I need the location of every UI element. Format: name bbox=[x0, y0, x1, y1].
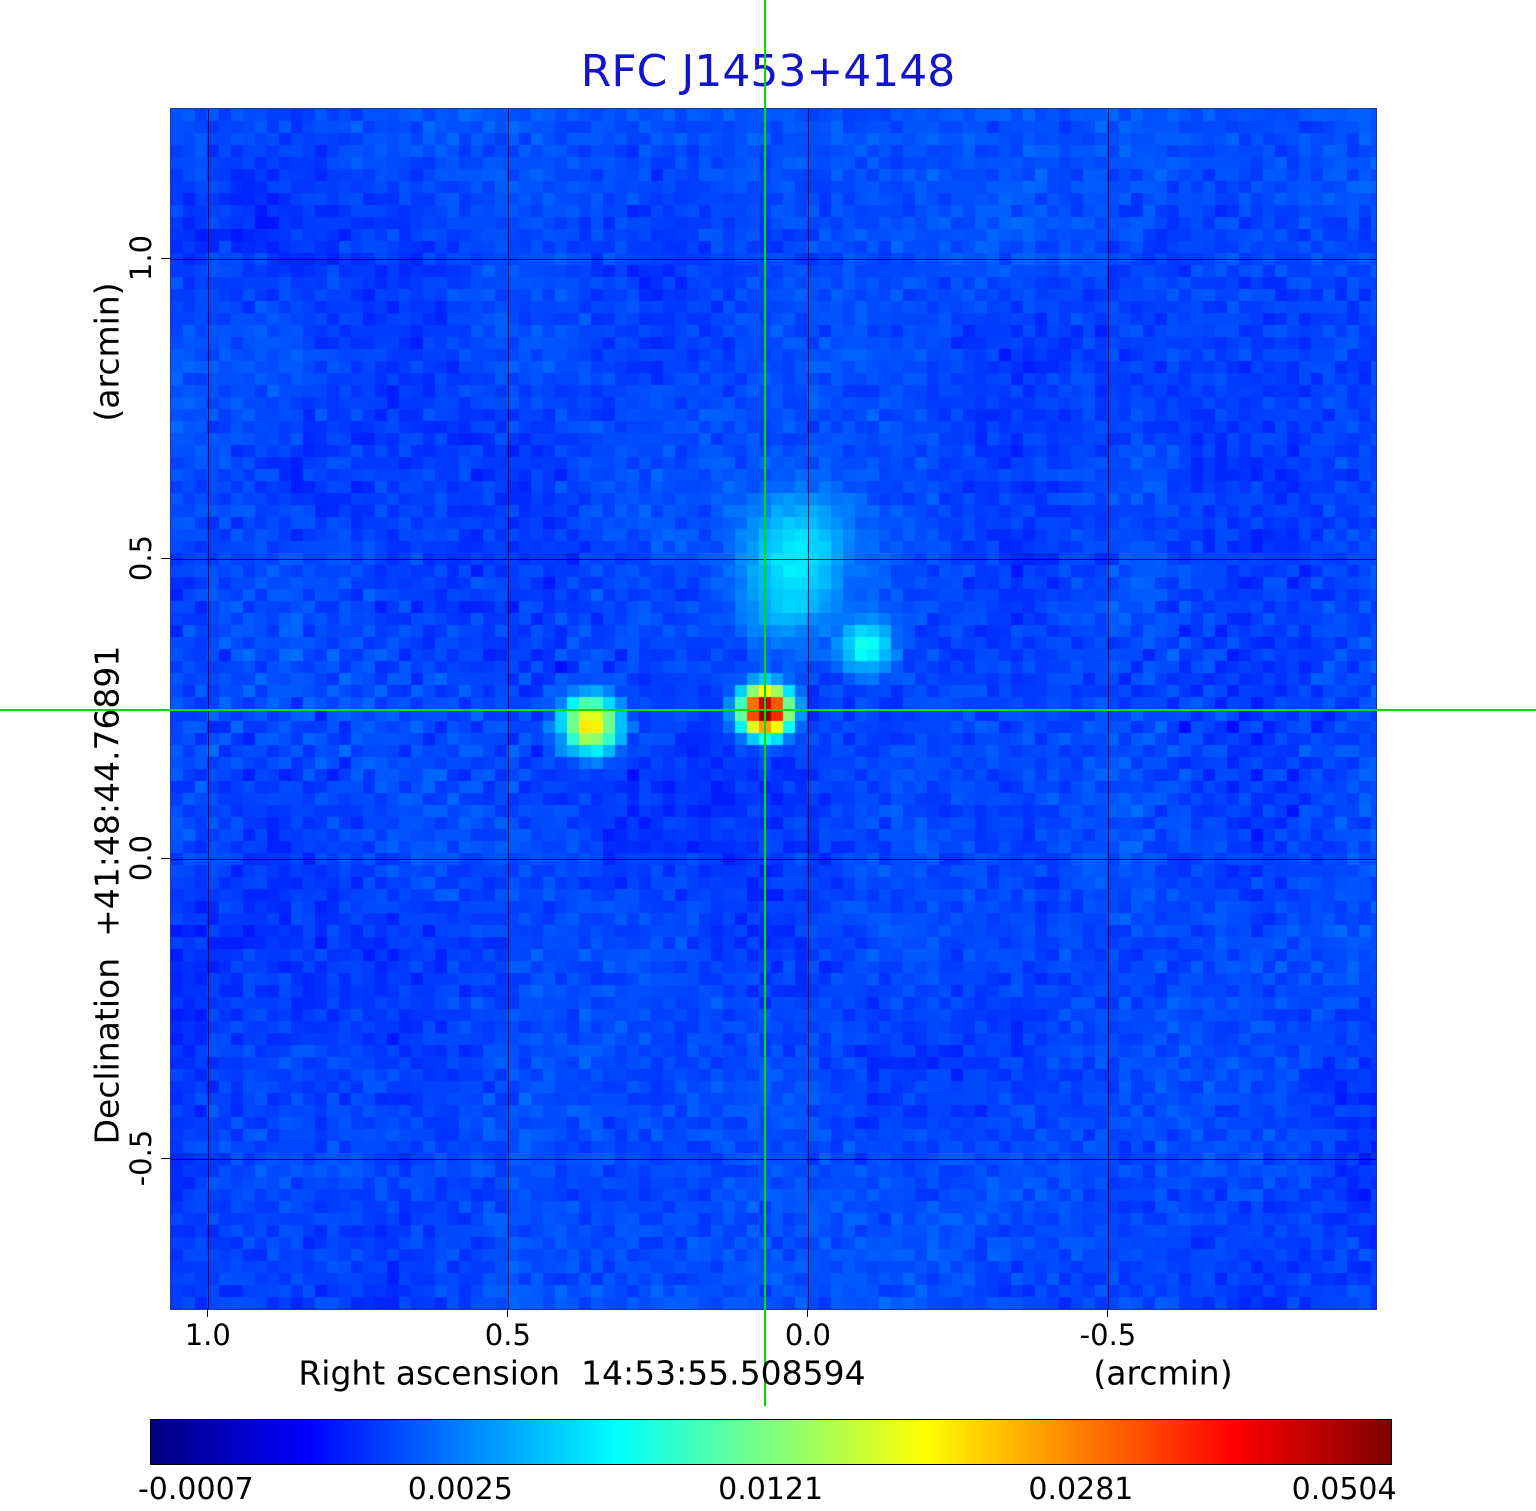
colorbar-tick-label: 0.0121 bbox=[718, 1472, 824, 1507]
x-tick-mark bbox=[1107, 1308, 1109, 1317]
y-tick-label: 0.5 bbox=[124, 534, 158, 582]
x-tick-label: -0.5 bbox=[1079, 1318, 1137, 1352]
grid-line-horizontal bbox=[171, 858, 1376, 860]
grid-line-horizontal bbox=[171, 558, 1376, 560]
y-tick-mark bbox=[161, 557, 170, 559]
x-tick-label: 1.0 bbox=[184, 1318, 231, 1352]
y-tick-mark bbox=[161, 857, 170, 859]
colorbar-tick-label: 0.0504 bbox=[1291, 1472, 1397, 1507]
colorbar-gradient-canvas bbox=[151, 1420, 1391, 1464]
grid-line-horizontal bbox=[171, 1158, 1376, 1160]
grid-line-horizontal bbox=[171, 258, 1376, 260]
y-tick-mark bbox=[161, 1157, 170, 1159]
y-tick-label: 1.0 bbox=[124, 234, 158, 282]
chart-title: RFC J1453+4148 bbox=[580, 46, 956, 97]
colorbar bbox=[150, 1419, 1392, 1465]
y-axis-label: Declination +41:48:44.76891 bbox=[87, 645, 127, 1145]
x-axis-unit-label: (arcmin) bbox=[1093, 1353, 1233, 1393]
crosshair-horizontal-line bbox=[0, 708, 1536, 711]
crosshair-vertical-line bbox=[763, 0, 766, 1406]
colorbar-tick-label: 0.0025 bbox=[407, 1472, 513, 1507]
x-tick-mark bbox=[207, 1308, 209, 1317]
y-axis-unit-label: (arcmin) bbox=[87, 282, 127, 422]
y-tick-mark bbox=[161, 257, 170, 259]
x-tick-mark bbox=[507, 1308, 509, 1317]
colorbar-tick-label: -0.0007 bbox=[137, 1472, 254, 1507]
y-tick-label: 0.0 bbox=[124, 834, 158, 882]
x-tick-mark bbox=[807, 1308, 809, 1317]
x-axis-label: Right ascension 14:53:55.508594 bbox=[298, 1353, 866, 1393]
colorbar-tick-label: 0.0281 bbox=[1028, 1472, 1134, 1507]
y-tick-label: -0.5 bbox=[124, 1129, 158, 1187]
x-tick-label: 0.0 bbox=[784, 1318, 831, 1352]
x-tick-label: 0.5 bbox=[484, 1318, 531, 1352]
